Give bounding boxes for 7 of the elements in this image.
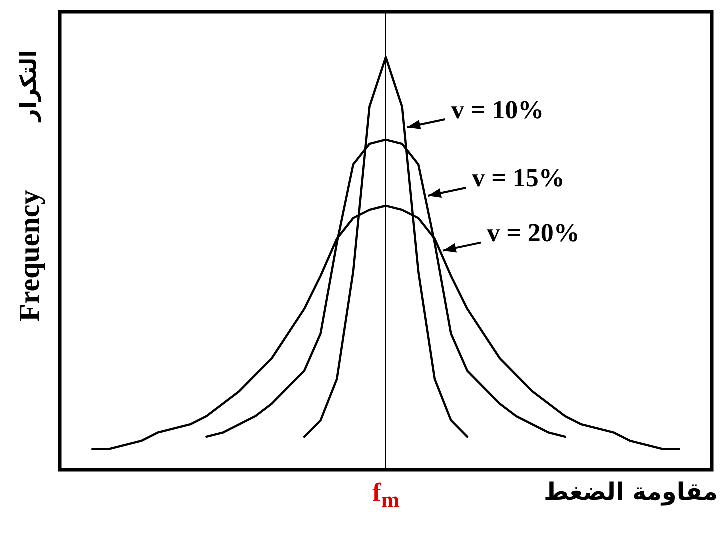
text: f$_{m}$ (372, 478, 400, 512)
x-axis-title: مقاومة الضغط (544, 478, 718, 506)
text: التكرار (16, 49, 43, 125)
legend-label: v = 15% (472, 164, 565, 193)
y-axis-title: Frequency (14, 190, 46, 322)
legend-label: v = 10% (451, 95, 544, 124)
legend-label: v = 20% (487, 218, 580, 248)
